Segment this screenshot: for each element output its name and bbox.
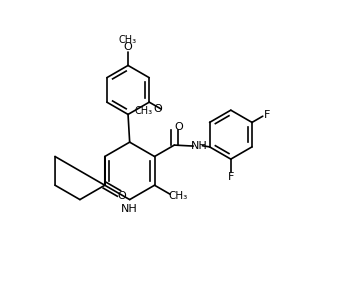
Text: O: O (118, 191, 126, 201)
Text: O: O (124, 42, 132, 52)
Text: O: O (175, 122, 183, 132)
Text: CH₃: CH₃ (119, 35, 137, 45)
Text: CH₃: CH₃ (169, 191, 188, 201)
Text: O: O (154, 104, 162, 114)
Text: NH: NH (191, 141, 207, 151)
Text: F: F (228, 172, 234, 182)
Text: F: F (263, 110, 270, 120)
Text: CH₃: CH₃ (134, 106, 152, 116)
Text: NH: NH (121, 204, 138, 214)
